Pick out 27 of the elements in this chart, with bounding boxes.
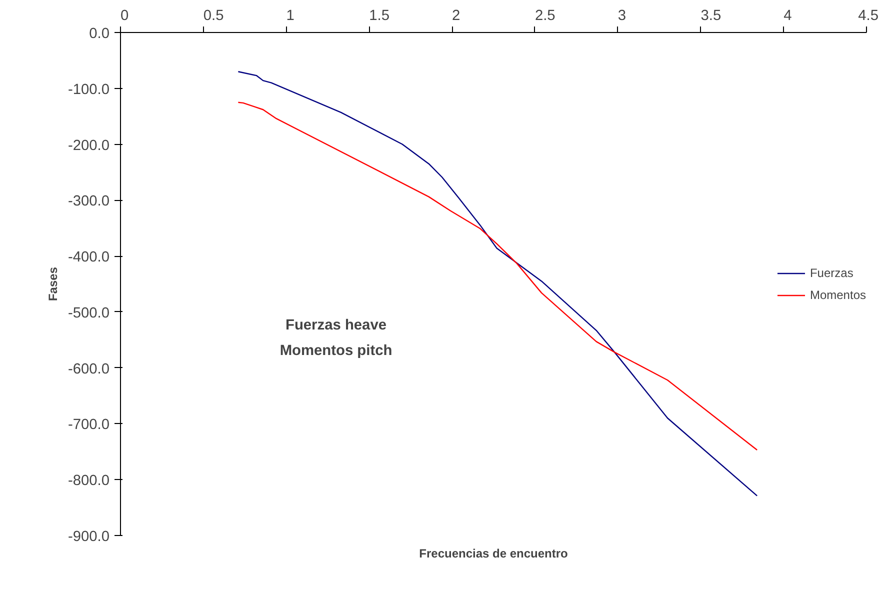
x-tick-label: 4 bbox=[784, 8, 792, 24]
x-tick-label: 0 bbox=[120, 8, 129, 24]
y-tick-label: -600.0 bbox=[68, 361, 110, 378]
y-tick-label: -400.0 bbox=[68, 250, 110, 266]
y-tick-label: -500.0 bbox=[68, 305, 110, 322]
x-tick-label: 4.5 bbox=[858, 8, 878, 24]
line-series bbox=[238, 71, 758, 496]
x-tick-label: 2 bbox=[452, 8, 460, 24]
y-tick-label: -900.0 bbox=[68, 529, 110, 545]
x-tick-label: 1 bbox=[286, 8, 294, 24]
x-tick-label: 3.5 bbox=[700, 8, 722, 24]
y-tick-label: -100.0 bbox=[68, 82, 110, 98]
x-tick-label: 0.5 bbox=[203, 8, 224, 24]
x-tick-label: 1.5 bbox=[369, 8, 390, 24]
y-tick-label: -700.0 bbox=[68, 417, 110, 434]
line-series bbox=[238, 102, 758, 451]
y-tick-label: -200.0 bbox=[68, 138, 110, 154]
y-tick-label: -800.0 bbox=[68, 473, 110, 490]
y-tick-label: -300.0 bbox=[68, 194, 110, 210]
x-tick-label: 2.5 bbox=[534, 8, 556, 24]
x-tick-label: 3 bbox=[618, 8, 626, 24]
legend-label: Momentos bbox=[810, 288, 866, 302]
y-axis-title: Fases bbox=[46, 266, 60, 302]
legend-label: Fuerzas bbox=[810, 266, 854, 280]
y-tick-label: 0.0 bbox=[89, 26, 110, 42]
x-axis-title: Frecuencias de encuentro bbox=[419, 546, 568, 560]
annotation: Fuerzas heave Momentos pitch bbox=[280, 318, 392, 360]
